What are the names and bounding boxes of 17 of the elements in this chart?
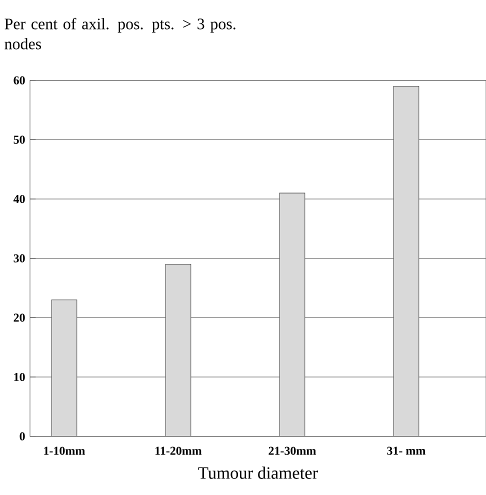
y-tick-label: 30 — [14, 254, 25, 262]
bar — [165, 264, 192, 436]
bar — [51, 300, 78, 436]
y-tick-label: 50 — [14, 136, 25, 144]
bar — [279, 192, 306, 436]
x-axis-title: Tumour diameter — [198, 466, 318, 479]
y-axis-title: Per cent of axil. pos. pts. > 3 pos. nodes — [4, 18, 236, 50]
x-tick-label: 31- mm — [387, 446, 426, 455]
x-tick-label: 21-30mm — [268, 446, 316, 455]
y-tick-label: 60 — [14, 76, 25, 84]
y-tick-label: 40 — [13, 194, 25, 204]
y-tick-label: 10 — [14, 372, 25, 382]
x-tick-label: 11-20mm — [155, 446, 202, 455]
y-tick-label: 0 — [20, 432, 25, 440]
y-tick-label: 20 — [14, 314, 25, 322]
bar — [393, 86, 420, 436]
x-tick-label: 1-10mm — [44, 446, 85, 455]
